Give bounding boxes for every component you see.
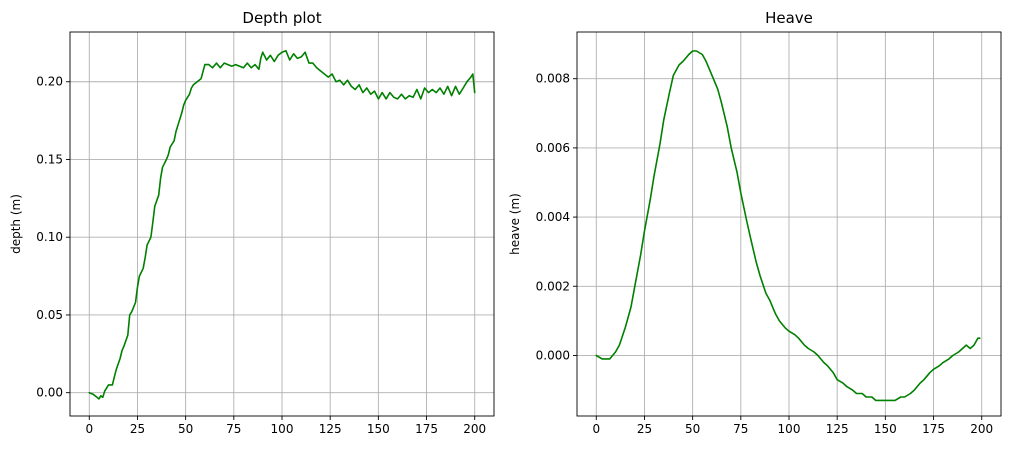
heave-plot-x-tick-label: 150 — [874, 422, 897, 436]
depth-plot-panel: Depth plot depth (m) 0 25 50 75 100 125 150 175… — [9, 9, 495, 436]
heave-plot-x-tick-label: 75 — [733, 422, 748, 436]
depth-plot-axes-frame — [69, 31, 495, 417]
depth-plot-ticks: 0 25 50 75 100 125 150 175 200 0.00 0.05 0.10 0.15 0.… — [36, 75, 486, 436]
heave-plot-x-tick-label: 25 — [637, 422, 652, 436]
heave-plot-panel: Heave heave (m) 0 25 50 75 100 125 150 175 200 0.… — [508, 9, 1002, 436]
depth-plot-x-tick-label: 200 — [463, 422, 486, 436]
heave-plot-title: Heave — [765, 9, 813, 27]
heave-plot-y-tick-label: 0.002 — [536, 279, 570, 293]
heave-plot-y-axis-label: heave (m) — [508, 193, 522, 255]
depth-plot-grid — [70, 32, 494, 416]
depth-plot-y-tick-label: 0.00 — [36, 386, 63, 400]
heave-plot-x-tick-label: 100 — [778, 422, 801, 436]
heave-plot-axes-frame — [576, 31, 1002, 417]
heave-plot-x-tick-label: 50 — [685, 422, 700, 436]
depth-plot-y-axis-label: depth (m) — [9, 194, 23, 254]
heave-plot-series-line — [595, 50, 981, 402]
heave-plot-y-tick-label: 0.008 — [536, 72, 570, 86]
depth-plot-y-tick-label: 0.15 — [36, 152, 63, 166]
depth-plot-x-tick-label: 175 — [415, 422, 438, 436]
depth-plot-title: Depth plot — [242, 9, 321, 27]
depth-plot-x-tick-label: 0 — [85, 422, 93, 436]
heave-plot-ticks: 0 25 50 75 100 125 150 175 200 0.000 0.002 0.004 0.0… — [536, 72, 994, 436]
depth-plot-y-tick-label: 0.20 — [36, 75, 63, 89]
heave-plot-y-tick-label: 0.000 — [536, 348, 570, 362]
depth-plot-x-tick-label: 150 — [367, 422, 390, 436]
heave-plot-x-tick-label: 200 — [970, 422, 993, 436]
heave-plot-series — [595, 50, 981, 402]
heave-plot-y-tick-label: 0.004 — [536, 210, 570, 224]
heave-plot-x-tick-label: 0 — [592, 422, 600, 436]
heave-plot-y-tick-label: 0.006 — [536, 141, 570, 155]
depth-plot-series-line — [88, 49, 476, 400]
heave-plot-x-tick-label: 125 — [826, 422, 849, 436]
depth-plot-x-tick-label: 50 — [178, 422, 193, 436]
depth-plot-x-tick-label: 75 — [226, 422, 241, 436]
depth-plot-y-tick-label: 0.10 — [36, 230, 63, 244]
heave-plot-x-tick-label: 175 — [922, 422, 945, 436]
depth-plot-y-tick-label: 0.05 — [36, 308, 63, 322]
depth-plot-x-tick-label: 125 — [319, 422, 342, 436]
depth-plot-x-tick-label: 100 — [271, 422, 294, 436]
depth-plot-x-tick-label: 25 — [130, 422, 145, 436]
depth-plot-series — [88, 49, 476, 400]
